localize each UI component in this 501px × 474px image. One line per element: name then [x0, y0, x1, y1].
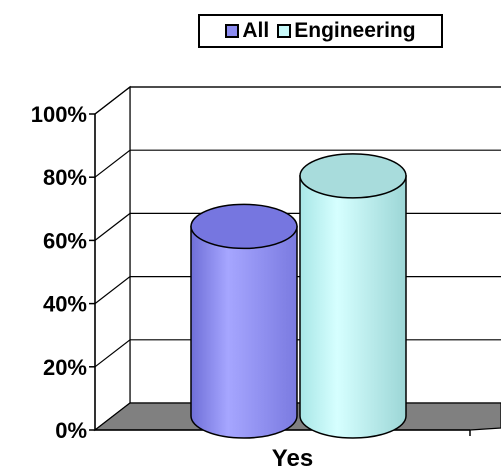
legend-label-engineering: Engineering [294, 19, 416, 42]
bar-all [190, 203, 298, 439]
x-tick-label: Yes [272, 445, 313, 472]
y-tick-label: 100% [31, 102, 87, 127]
gridline-side [94, 86, 131, 115]
legend-item-all: All [225, 19, 269, 43]
legend-swatch-engineering [277, 24, 292, 38]
gridline-side [94, 276, 131, 305]
bar-engineering [299, 153, 407, 439]
y-tick-label: 0% [55, 418, 87, 443]
gridline-side [94, 339, 131, 368]
y-tick-label: 60% [43, 228, 87, 253]
y-tick-label: 40% [43, 292, 87, 317]
y-tick-label: 20% [43, 355, 87, 380]
bar-top [299, 153, 407, 199]
bar-body [190, 225, 298, 439]
chart-legend: All Engineering [198, 14, 443, 48]
legend-label-all: All [242, 19, 270, 42]
bar-body [299, 175, 407, 439]
y-tick-label: 80% [43, 165, 87, 190]
gridline-side [94, 149, 131, 178]
gridline-side [94, 212, 131, 241]
chart-floor [93, 402, 501, 431]
legend-item-engineering: Engineering [277, 19, 416, 43]
side-wall [94, 85, 131, 432]
bar-top [190, 203, 298, 250]
legend-swatch-all [225, 24, 240, 38]
